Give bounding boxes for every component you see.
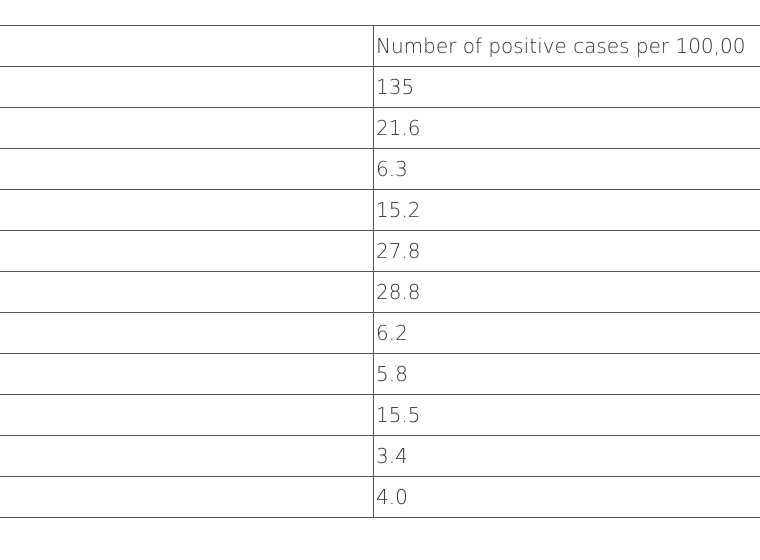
table-row: 15.5 [0,395,760,436]
empty-cell [0,231,374,271]
empty-cell [0,395,374,435]
value-cell: 27.8 [376,239,421,263]
table-row: 6.3 [0,149,760,190]
value-cell: 135 [376,75,415,99]
empty-cell [0,313,374,353]
value-cell: 15.5 [376,403,421,427]
table-row: 28.8 [0,272,760,313]
table-row: 15.2 [0,190,760,231]
empty-cell [0,108,374,148]
empty-cell [0,436,374,476]
empty-cell [0,272,374,312]
empty-cell [0,354,374,394]
empty-cell [0,477,374,517]
value-cell: 6.3 [376,157,408,181]
data-table: Number of positive cases per 100,00 135 2… [0,25,760,518]
value-cell: 21.6 [376,116,421,140]
table-row: 135 [0,67,760,108]
header-row: Number of positive cases per 100,00 [0,26,760,67]
value-cell: 6.2 [376,321,408,345]
value-cell: 3.4 [376,444,408,468]
table-row: 4.0 [0,477,760,517]
empty-cell [0,149,374,189]
table-row: 3.4 [0,436,760,477]
value-cell: 5.8 [376,362,408,386]
empty-cell [0,26,374,66]
value-cell: 4.0 [376,485,408,509]
header-cell: Number of positive cases per 100,00 [376,34,746,58]
empty-cell [0,190,374,230]
table-row: 21.6 [0,108,760,149]
table-row: 27.8 [0,231,760,272]
value-cell: 15.2 [376,198,421,222]
table-row: 6.2 [0,313,760,354]
value-cell: 28.8 [376,280,421,304]
empty-cell [0,67,374,107]
table-row: 5.8 [0,354,760,395]
